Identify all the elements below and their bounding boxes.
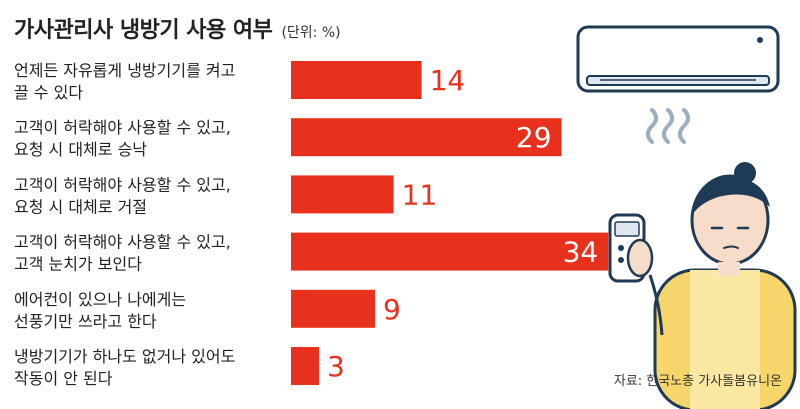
title-row: 가사관리사 냉방기 사용 여부 (단위: %) bbox=[14, 12, 341, 44]
value-label: 9 bbox=[383, 293, 401, 326]
value-label: 34 bbox=[563, 236, 599, 269]
category-label: 고객이 허락해야 사용할 수 있고, 요청 시 대체로 승낙 bbox=[14, 118, 231, 159]
bar bbox=[291, 232, 609, 271]
bar bbox=[291, 175, 394, 214]
chart-title: 가사관리사 냉방기 사용 여부 bbox=[14, 18, 273, 43]
value-label: 14 bbox=[430, 64, 466, 97]
bar bbox=[291, 347, 319, 385]
source-note: 자료: 한국노총 가사돌봄유니온 bbox=[613, 374, 782, 389]
bar bbox=[291, 118, 562, 157]
value-label: 29 bbox=[516, 121, 552, 154]
value-label: 3 bbox=[327, 350, 345, 383]
category-label: 에어컨이 있으나 나에게는 선풍기만 쓰라고 한다 bbox=[14, 290, 186, 331]
category-label: 고객이 허락해야 사용할 수 있고, 고객 눈치가 보인다 bbox=[14, 233, 231, 274]
unit-label: (단위: %) bbox=[281, 25, 341, 41]
category-label: 고객이 허락해야 사용할 수 있고, 요청 시 대체로 거절 bbox=[14, 175, 231, 216]
value-label: 11 bbox=[402, 178, 438, 211]
category-label: 언제든 자유롭게 냉방기기를 켜고 끌 수 있다 bbox=[14, 61, 235, 102]
bar bbox=[291, 61, 422, 99]
category-label: 냉방기기가 하나도 없거나 있어도 작동이 안 된다 bbox=[14, 347, 235, 388]
bar bbox=[291, 289, 375, 328]
